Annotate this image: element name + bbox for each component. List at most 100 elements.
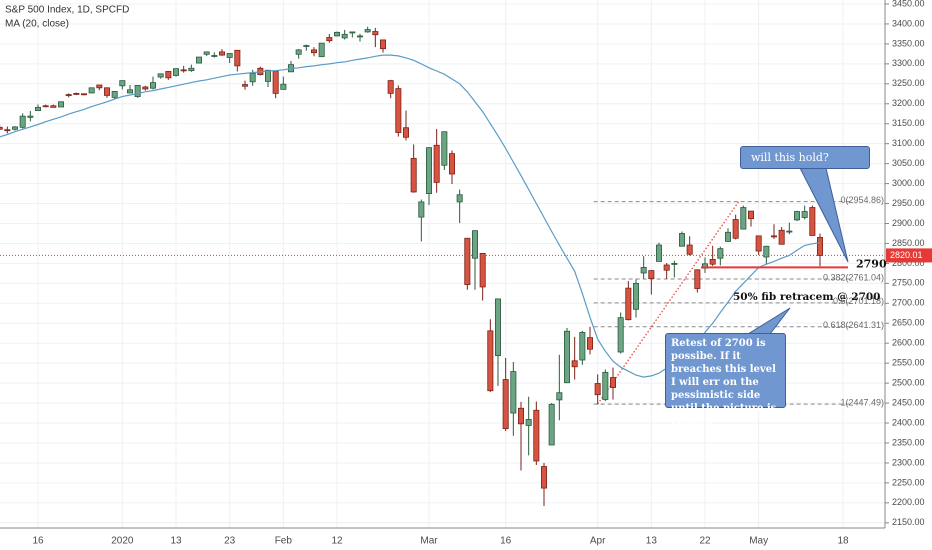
candle-body — [142, 86, 149, 90]
annotation: 50% fib retracem @ 2700 — [733, 291, 881, 303]
candle-body — [801, 211, 808, 218]
x-tick-label: 22 — [699, 536, 711, 547]
candle-body — [295, 49, 302, 55]
x-tick-label: Feb — [275, 536, 293, 547]
y-tick-label: 3200.00 — [892, 98, 925, 108]
y-tick-label: 2750.00 — [892, 278, 925, 288]
y-tick-label: 3150.00 — [892, 118, 925, 128]
candle-body — [425, 147, 432, 194]
candle-body — [280, 83, 287, 90]
trend-line — [597, 201, 740, 405]
candle-body — [518, 407, 525, 425]
fib-label: 0.5(2701.18) — [833, 296, 884, 306]
candle-body — [395, 88, 402, 133]
candle-body — [748, 210, 755, 220]
y-tick-label: 2450.00 — [892, 397, 925, 407]
candle-body — [172, 68, 179, 76]
candle-body — [464, 237, 471, 285]
candle-body — [755, 235, 762, 252]
candle-body — [556, 392, 563, 401]
candle-body — [349, 31, 356, 34]
candle-body — [27, 115, 34, 118]
candle-body — [88, 87, 95, 94]
plot-area — [0, 0, 885, 528]
fib-label: 0.618(2641.31) — [823, 320, 884, 330]
x-tick-label: May — [749, 536, 768, 547]
candle-body — [494, 298, 501, 356]
candle-body — [111, 90, 118, 98]
candle-body — [418, 201, 425, 218]
x-tick-label: 18 — [837, 536, 849, 547]
y-tick-label: 3400.00 — [892, 18, 925, 28]
candle-body — [571, 360, 578, 368]
x-tick-label: Apr — [590, 536, 606, 547]
candle-body — [625, 287, 632, 321]
candle-body — [188, 67, 195, 72]
candle-body — [717, 248, 724, 259]
candle-body — [610, 377, 617, 388]
candle-body — [42, 105, 49, 108]
chart-title: S&P 500 Index, 1D, SPCFD — [5, 5, 129, 16]
y-tick-label: 2200.00 — [892, 497, 925, 507]
candle-body — [264, 69, 271, 82]
candle-body — [249, 73, 256, 83]
candle-body — [740, 207, 747, 230]
candle-body — [533, 409, 540, 462]
candle-body — [11, 126, 18, 130]
candle-body — [226, 53, 233, 58]
candle-body — [310, 49, 317, 54]
candle-body — [203, 51, 210, 55]
candle-body — [318, 42, 325, 58]
candle-body — [510, 371, 517, 414]
y-tick-label: 3350.00 — [892, 38, 925, 48]
candle-body — [817, 237, 824, 256]
candle-body — [73, 92, 80, 95]
candle-body — [234, 49, 241, 67]
fib-label: 0.382(2761.04) — [823, 272, 884, 282]
candle-body — [364, 29, 371, 33]
candle-body — [134, 85, 141, 97]
candle-body — [19, 115, 26, 128]
candle-body — [809, 207, 816, 236]
fib-label: 1(2447.49) — [840, 397, 884, 407]
candle-body — [441, 131, 448, 166]
candle-body — [50, 105, 57, 108]
x-tick-label: 16 — [32, 536, 44, 547]
legend-entry: MA (20, close) — [5, 19, 69, 30]
candle-body — [763, 245, 770, 258]
candle-body — [448, 153, 455, 175]
x-tick-label: 12 — [331, 536, 343, 547]
y-tick-label: 2350.00 — [892, 437, 925, 447]
candle-body — [81, 93, 88, 96]
candle-body — [149, 82, 156, 89]
candle-body — [157, 73, 164, 78]
candle-body — [372, 31, 379, 36]
candle-body — [456, 194, 463, 203]
y-tick-label: 2800.00 — [892, 258, 925, 268]
x-tick-label: 2020 — [111, 536, 134, 547]
candle-body — [410, 158, 417, 193]
y-tick-label: 2400.00 — [892, 417, 925, 427]
candle-body — [794, 211, 801, 221]
candle-body — [471, 230, 478, 259]
y-tick-label: 2700.00 — [892, 298, 925, 308]
candle-body — [633, 282, 640, 310]
candle-body — [679, 233, 686, 247]
candle-body — [663, 264, 670, 271]
y-tick-label: 2650.00 — [892, 318, 925, 328]
candle-body — [165, 71, 172, 79]
candle-body — [303, 45, 310, 47]
last-price-label: 2820.01 — [890, 250, 923, 260]
candle-body — [4, 129, 11, 132]
candle-body — [218, 51, 225, 56]
candle-body — [387, 80, 394, 94]
candle-body — [525, 419, 532, 426]
candle-body — [180, 69, 187, 72]
candle-body — [771, 235, 778, 238]
last-price-tag — [886, 248, 932, 263]
candle-body — [127, 89, 134, 94]
candle-body — [541, 466, 548, 489]
candle-body — [786, 230, 793, 233]
